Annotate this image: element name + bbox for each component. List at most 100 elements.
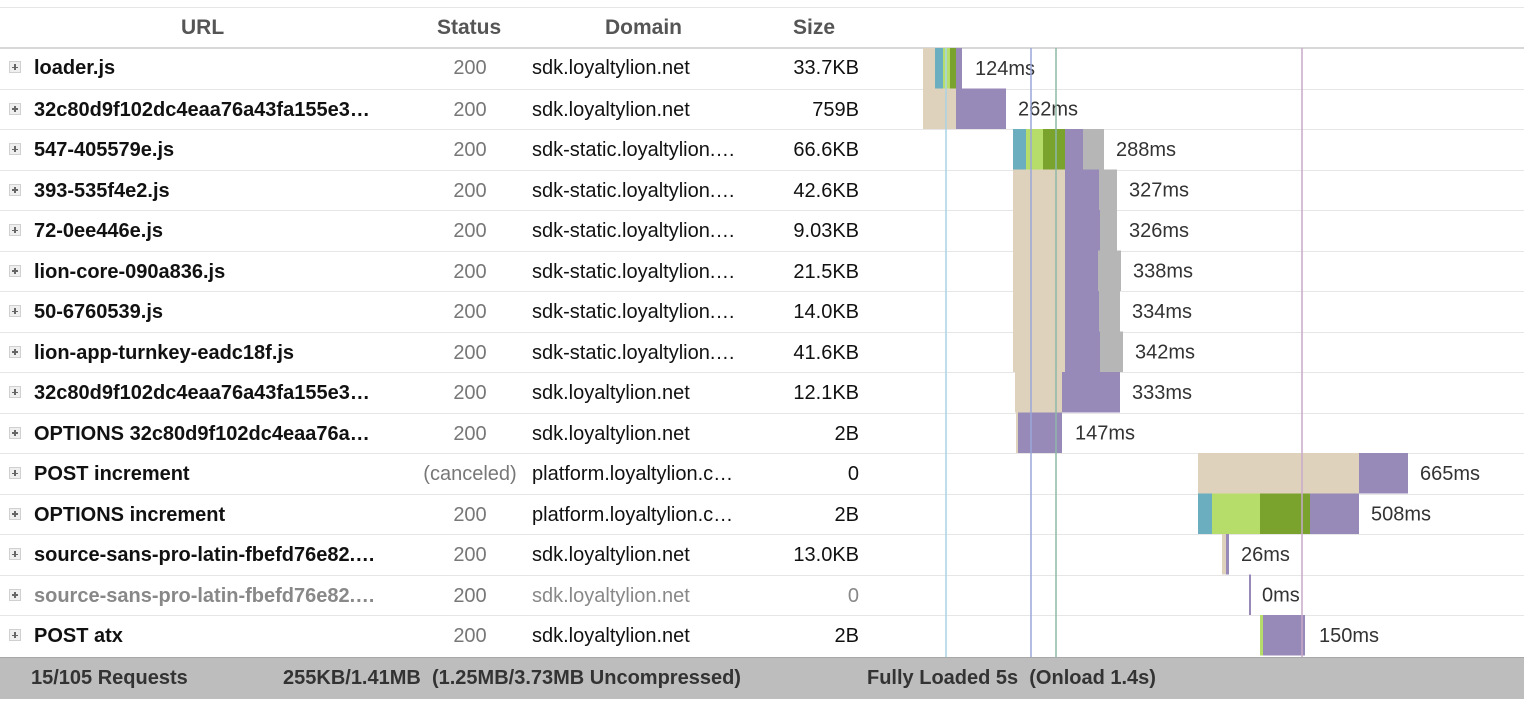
table-row[interactable]: 32c80d9f102dc4eaa76a43fa155e3… 200 sdk.loy… (0, 372, 1524, 413)
expand-icon[interactable] (9, 102, 21, 115)
request-domain: sdk.loyaltylion.net (532, 544, 690, 566)
request-status: 200 (453, 584, 487, 607)
header-divider (0, 47, 1524, 49)
request-status: 200 (453, 625, 487, 647)
request-size: 33.7KB (793, 57, 859, 79)
request-url[interactable]: lion-core-090a836.js (34, 260, 226, 283)
request-status: 200 (453, 98, 487, 121)
request-url[interactable]: 50-6760539.js (34, 301, 164, 323)
request-domain: sdk-static.loyaltylion.… (532, 341, 736, 364)
expand-icon[interactable] (9, 183, 21, 196)
request-domain: platform.loyaltylion.c… (532, 503, 734, 526)
request-domain: sdk-static.loyaltylion.… (532, 301, 736, 323)
request-status: 200 (453, 260, 487, 283)
request-status: 200 (453, 382, 487, 404)
request-size: 759B (812, 98, 859, 121)
table-header: URL Status Domain Size (0, 8, 1524, 48)
request-size: 66.6KB (793, 139, 859, 161)
request-size: 2B (834, 503, 859, 526)
request-domain: sdk-static.loyaltylion.… (532, 220, 736, 242)
request-size: 42.6KB (793, 179, 859, 202)
request-domain: sdk.loyaltylion.net (532, 382, 690, 404)
table-row[interactable]: OPTIONS 32c80d9f102dc4eaa76a… 200 sdk.loya… (0, 412, 1524, 454)
request-status: 200 (453, 422, 487, 445)
column-header-domain[interactable]: Domain (605, 16, 683, 39)
expand-icon[interactable] (9, 588, 21, 601)
request-status: 200 (453, 179, 487, 202)
request-status: 200 (453, 139, 487, 161)
request-url[interactable]: OPTIONS 32c80d9f102dc4eaa76a… (34, 422, 370, 445)
request-status: 200 (453, 57, 487, 79)
table-row[interactable]: POST atx 200 sdk.loyaltylion.net 2B (0, 615, 1524, 656)
request-url[interactable]: POST increment (34, 463, 190, 485)
request-url[interactable]: 393-535f4e2.js (34, 179, 170, 202)
expand-icon[interactable] (9, 305, 21, 317)
column-header-url[interactable]: URL (181, 16, 225, 39)
request-status: 200 (453, 301, 487, 323)
request-status: 200 (453, 341, 487, 364)
expand-icon[interactable] (9, 61, 21, 73)
table-row[interactable]: 50-6760539.js 200 sdk-static.loyaltylion.…… (0, 291, 1524, 332)
transfer-size: 255KB/1.41MB (1.25MB/3.73MB Uncompressed… (283, 667, 741, 689)
request-size: 41.6KB (793, 341, 859, 364)
expand-icon[interactable] (9, 548, 21, 560)
request-domain: sdk.loyaltylion.net (532, 57, 690, 79)
table-row[interactable]: lion-core-090a836.js 200 sdk-static.loyalt… (0, 250, 1524, 292)
request-domain: sdk.loyaltylion.net (532, 422, 690, 445)
load-time: Fully Loaded 5s (Onload 1.4s) (867, 667, 1156, 689)
expand-icon[interactable] (9, 426, 21, 439)
table-row[interactable]: 32c80d9f102dc4eaa76a43fa155e3… 200 sdk.loy… (0, 88, 1524, 130)
expand-icon[interactable] (9, 143, 21, 155)
request-status: 200 (453, 220, 487, 242)
request-url[interactable]: OPTIONS increment (34, 503, 226, 526)
expand-icon[interactable] (9, 629, 21, 641)
request-url[interactable]: loader.js (34, 57, 116, 79)
request-url[interactable]: 32c80d9f102dc4eaa76a43fa155e3… (34, 98, 370, 121)
table-row[interactable]: source-sans-pro-latin-fbefd76e82.… 200 sdk… (0, 574, 1524, 616)
request-url[interactable]: lion-app-turnkey-eadc18f.js (34, 341, 295, 364)
request-status: 200 (453, 503, 487, 526)
expand-icon[interactable] (9, 264, 21, 277)
table-row[interactable]: 547-405579e.js 200 sdk-static.loyaltylion.… (0, 129, 1524, 170)
table-row[interactable]: loader.js 200 sdk.loyaltylion.net 33.7KB (0, 48, 1524, 88)
request-size: 0 (847, 463, 859, 485)
expand-icon[interactable] (9, 386, 21, 398)
request-size: 9.03KB (793, 220, 859, 242)
request-url[interactable]: source-sans-pro-latin-fbefd76e82.… (34, 544, 376, 566)
request-url[interactable]: source-sans-pro-latin-fbefd76e82.… (34, 584, 376, 607)
expand-icon[interactable] (9, 345, 21, 358)
request-domain: sdk-static.loyaltylion.… (532, 179, 736, 202)
request-status: 200 (453, 544, 487, 566)
request-size: 12.1KB (793, 382, 859, 404)
expand-icon[interactable] (9, 224, 21, 236)
request-url[interactable]: POST atx (34, 625, 123, 647)
request-domain: platform.loyaltylion.c… (532, 463, 734, 485)
request-url[interactable]: 547-405579e.js (34, 139, 175, 161)
request-url[interactable]: 72-0ee446e.js (34, 220, 164, 242)
table-row[interactable]: source-sans-pro-latin-fbefd76e82.… 200 sdk… (0, 534, 1524, 575)
top-border (0, 7, 1524, 8)
column-header-size[interactable]: Size (793, 16, 836, 39)
table-row[interactable]: 393-535f4e2.js 200 sdk-static.loyaltylion.… (0, 169, 1524, 211)
request-domain: sdk.loyaltylion.net (532, 98, 690, 121)
summary-footer: 15/105 Requests 255KB/1.41MB (1.25MB/3.7… (0, 657, 1524, 699)
column-header-status[interactable]: Status (437, 16, 502, 39)
request-domain: sdk.loyaltylion.net (532, 584, 690, 607)
table-row[interactable]: OPTIONS increment 200 platform.loyaltylion… (0, 493, 1524, 535)
request-size: 0 (847, 584, 859, 607)
table-row[interactable]: 72-0ee446e.js 200 sdk-static.loyaltylion.…… (0, 210, 1524, 251)
expand-icon[interactable] (9, 507, 21, 520)
request-status: (canceled) (423, 463, 517, 485)
table-row[interactable]: lion-app-turnkey-eadc18f.js 200 sdk-static… (0, 331, 1524, 373)
table-row[interactable]: POST increment (canceled) platform.loyalty… (0, 453, 1524, 494)
expand-icon[interactable] (9, 467, 21, 479)
request-size: 14.0KB (793, 301, 859, 323)
request-domain: sdk-static.loyaltylion.… (532, 139, 736, 161)
request-domain: sdk-static.loyaltylion.… (532, 260, 736, 283)
request-size: 2B (834, 422, 859, 445)
request-domain: sdk.loyaltylion.net (532, 625, 690, 647)
request-url[interactable]: 32c80d9f102dc4eaa76a43fa155e3… (34, 382, 370, 404)
request-size: 13.0KB (793, 544, 859, 566)
request-size: 21.5KB (793, 260, 859, 283)
request-count: 15/105 Requests (31, 667, 188, 689)
